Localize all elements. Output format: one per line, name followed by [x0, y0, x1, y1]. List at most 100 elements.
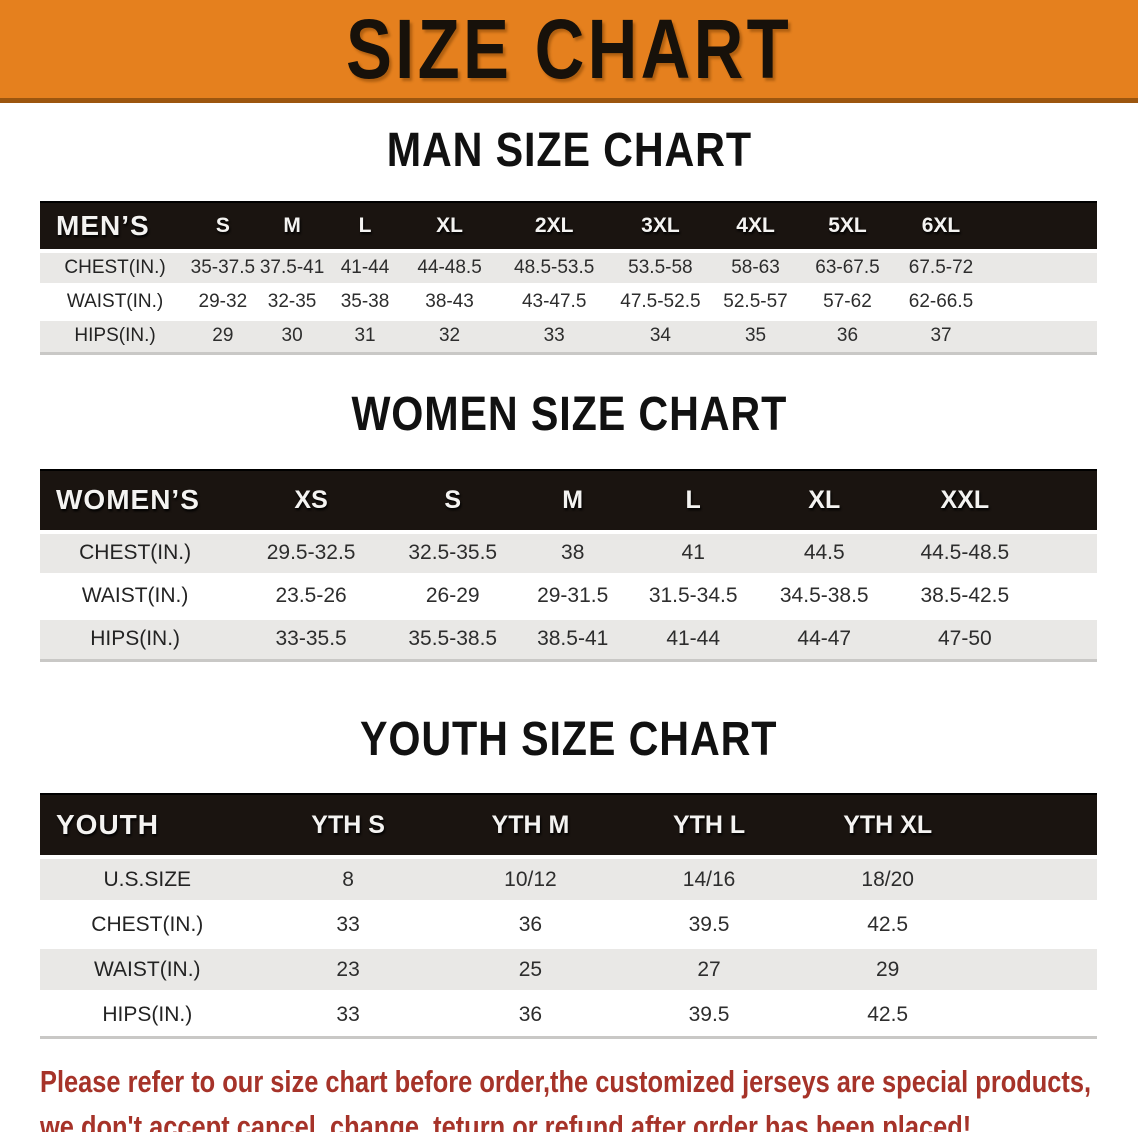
size-value: 37 — [893, 317, 989, 353]
size-value: 18/20 — [798, 855, 977, 902]
womens-size-table: WOMEN’S XS S M L XL XXL CHEST(IN.) 29.5-32.5 32.5… — [0, 468, 1138, 662]
size-value: 14/16 — [619, 855, 799, 902]
size-value: 36 — [441, 900, 620, 947]
section-men: MAN SIZE CHART MEN’S S M L XL 2XL 3XL 4XL 5XL 6XL… — [0, 103, 1138, 355]
size-value: 34 — [610, 317, 711, 353]
size-value: 48.5-53.5 — [497, 249, 611, 285]
size-value: 23.5-26 — [230, 572, 392, 618]
size-column-header: S — [391, 468, 514, 532]
size-value: 44.5-48.5 — [894, 529, 1036, 575]
size-value: 27 — [619, 945, 799, 992]
row-spacer — [1035, 572, 1097, 618]
measurement-label: CHEST(IN.) — [40, 249, 191, 285]
size-value: 8 — [254, 855, 442, 902]
size-column-header: S — [190, 201, 256, 251]
table-group-label: MEN’S — [40, 201, 191, 251]
size-value: 44.5 — [754, 529, 895, 575]
size-column-header: XL — [401, 201, 498, 251]
size-value: 29-32 — [190, 283, 256, 319]
size-value: 37.5-41 — [255, 249, 329, 285]
banner-title: SIZE CHART — [345, 1, 793, 96]
size-value: 29-31.5 — [513, 572, 632, 618]
size-column-header: YTH S — [254, 793, 442, 857]
size-value: 62-66.5 — [893, 283, 989, 319]
size-value: 42.5 — [798, 990, 977, 1037]
footer-notice-line2: we don't accept cancel, change, teturn o… — [40, 1108, 972, 1132]
size-value: 38-43 — [401, 283, 498, 319]
size-value: 57-62 — [800, 283, 894, 319]
row-spacer — [988, 317, 1097, 353]
size-value: 42.5 — [798, 900, 977, 947]
size-column-header: M — [513, 468, 632, 532]
table-group-label: YOUTH — [40, 793, 255, 857]
measurement-label: CHEST(IN.) — [40, 900, 255, 947]
section-heading-men: MAN SIZE CHART — [0, 123, 1138, 187]
size-table: WOMEN’S XS S M L XL XXL CHEST(IN.) 29.5-32.5 32.5… — [40, 468, 1097, 662]
size-value: 38.5-41 — [513, 615, 632, 661]
size-value: 36 — [800, 317, 894, 353]
row-spacer — [1035, 615, 1097, 661]
size-value: 52.5-57 — [710, 283, 801, 319]
size-column-header: M — [255, 201, 329, 251]
size-value: 35.5-38.5 — [391, 615, 514, 661]
size-value: 47-50 — [894, 615, 1036, 661]
size-column-header: YTH XL — [798, 793, 977, 857]
size-value: 33 — [254, 900, 442, 947]
section-women: WOMEN SIZE CHART WOMEN’S XS S M L XL XXL CHEST(… — [0, 355, 1138, 662]
table-group-label: WOMEN’S — [40, 468, 231, 532]
row-spacer — [988, 283, 1097, 319]
size-value: 29 — [190, 317, 256, 353]
size-column-header: XS — [230, 468, 392, 532]
size-value: 58-63 — [710, 249, 801, 285]
size-value: 67.5-72 — [893, 249, 989, 285]
size-value: 33 — [497, 317, 611, 353]
footer-notice-line1: Please refer to our size chart before or… — [40, 1063, 1092, 1099]
section-heading-youth-text: YOUTH SIZE CHART — [360, 713, 778, 766]
footer-notice: Please refer to our size chart before or… — [0, 1039, 1138, 1132]
mens-size-table: MEN’S S M L XL 2XL 3XL 4XL 5XL 6XL CHEST(IN.) 35-37… — [0, 201, 1138, 355]
section-youth: YOUTH SIZE CHART YOUTH YTH S YTH M YTH L YTH… — [0, 662, 1138, 1039]
section-heading-youth: YOUTH SIZE CHART — [0, 712, 1138, 776]
size-value: 35-37.5 — [190, 249, 256, 285]
section-heading-women-text: WOMEN SIZE CHART — [351, 387, 787, 441]
size-column-header: YTH M — [441, 793, 620, 857]
row-spacer — [976, 945, 1097, 992]
size-value: 47.5-52.5 — [610, 283, 711, 319]
measurement-label: WAIST(IN.) — [40, 572, 231, 618]
size-value: 34.5-38.5 — [754, 572, 895, 618]
size-column-header: L — [631, 468, 755, 532]
measurement-label: WAIST(IN.) — [40, 283, 191, 319]
section-heading-women: WOMEN SIZE CHART — [0, 387, 1138, 451]
section-heading-men-text: MAN SIZE CHART — [386, 124, 752, 177]
size-value: 41 — [631, 529, 755, 575]
measurement-label: U.S.SIZE — [40, 855, 255, 902]
size-column-header: XXL — [894, 468, 1036, 532]
size-value: 32-35 — [255, 283, 329, 319]
size-value: 33-35.5 — [230, 615, 392, 661]
size-value: 63-67.5 — [800, 249, 894, 285]
size-value: 38 — [513, 529, 632, 575]
banner: SIZE CHART — [0, 0, 1138, 103]
size-value: 53.5-58 — [610, 249, 711, 285]
size-value: 44-48.5 — [401, 249, 498, 285]
row-spacer — [1035, 529, 1097, 575]
size-value: 41-44 — [328, 249, 402, 285]
header-spacer — [976, 793, 1097, 857]
row-spacer — [976, 990, 1097, 1037]
measurement-label: CHEST(IN.) — [40, 529, 231, 575]
header-spacer — [988, 201, 1097, 251]
measurement-label: WAIST(IN.) — [40, 945, 255, 992]
size-value: 29 — [798, 945, 977, 992]
size-table: MEN’S S M L XL 2XL 3XL 4XL 5XL 6XL CHEST(IN.) 35-37… — [40, 201, 1097, 355]
size-column-header: YTH L — [619, 793, 799, 857]
row-spacer — [976, 900, 1097, 947]
measurement-label: HIPS(IN.) — [40, 990, 255, 1037]
size-value: 25 — [441, 945, 620, 992]
size-value: 26-29 — [391, 572, 514, 618]
size-value: 31 — [328, 317, 402, 353]
measurement-label: HIPS(IN.) — [40, 317, 191, 353]
size-value: 31.5-34.5 — [631, 572, 755, 618]
size-value: 39.5 — [619, 900, 799, 947]
size-value: 39.5 — [619, 990, 799, 1037]
